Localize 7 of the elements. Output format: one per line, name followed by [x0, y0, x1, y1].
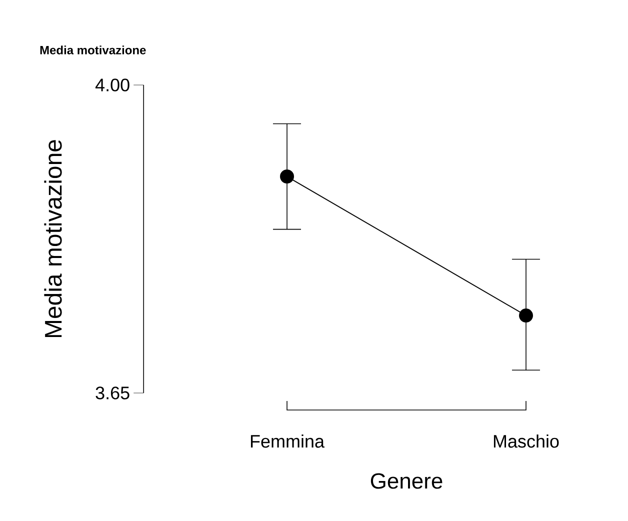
x-tick-label: Femmina	[250, 434, 324, 448]
y-axis-title: Media motivazione	[44, 140, 62, 338]
x-tick-label: Maschio	[494, 434, 559, 448]
y-tick-label: 3.65	[96, 386, 130, 400]
y-tick-label: 4.00	[95, 78, 130, 92]
x-axis-title: Genere	[370, 473, 442, 489]
chart-title: Media motivazione	[40, 46, 146, 54]
